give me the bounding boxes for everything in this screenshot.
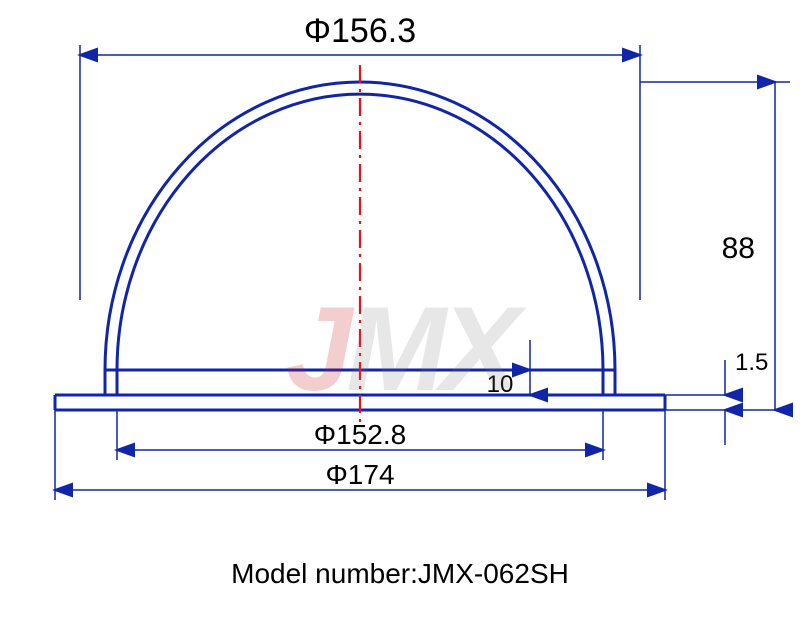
model-caption: Model number:JMX-062SH	[0, 558, 800, 590]
dim-text-top-diameter: Φ156.3	[304, 12, 416, 50]
dim-text-height-h: 88	[722, 232, 755, 265]
model-label: Model number:	[231, 558, 418, 589]
dim-text-outer-dia: Φ174	[325, 459, 394, 490]
technical-drawing: Φ156.3 88 1.5 10 Φ152.8 Φ174	[0, 0, 800, 620]
drawing-svg: Φ156.3 88 1.5 10 Φ152.8 Φ174	[0, 0, 800, 560]
dome-outer-arc	[105, 82, 615, 370]
model-number: JMX-062SH	[418, 558, 569, 589]
dim-text-flange-thk: 1.5	[735, 349, 768, 376]
dim-text-10: 10	[487, 371, 514, 398]
dim-text-inner-dia: Φ152.8	[314, 419, 406, 450]
